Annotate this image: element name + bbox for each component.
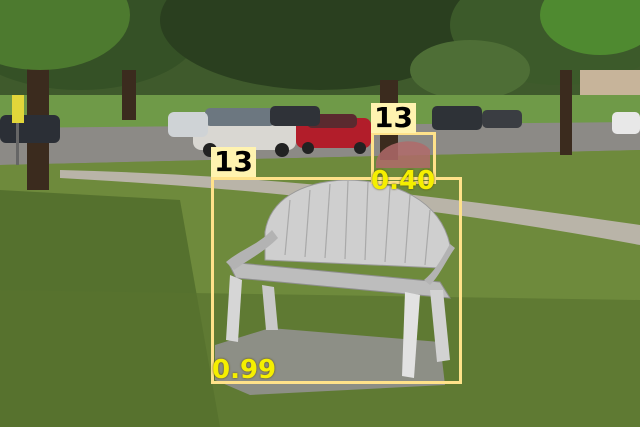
detection-score: 0.99: [212, 355, 277, 385]
detection-score: 0.40: [371, 166, 436, 196]
sign: [12, 95, 24, 123]
car-red: [296, 114, 371, 154]
detection-box-far-bench: [371, 132, 436, 184]
detection-class-label: 13: [211, 147, 256, 177]
car-silver: [168, 112, 208, 137]
car-dark-left: [0, 115, 60, 143]
detection-box-bench: [211, 177, 462, 384]
bench: [226, 179, 455, 378]
far-bench: [376, 141, 430, 168]
detection-class-label: 13: [371, 103, 416, 133]
